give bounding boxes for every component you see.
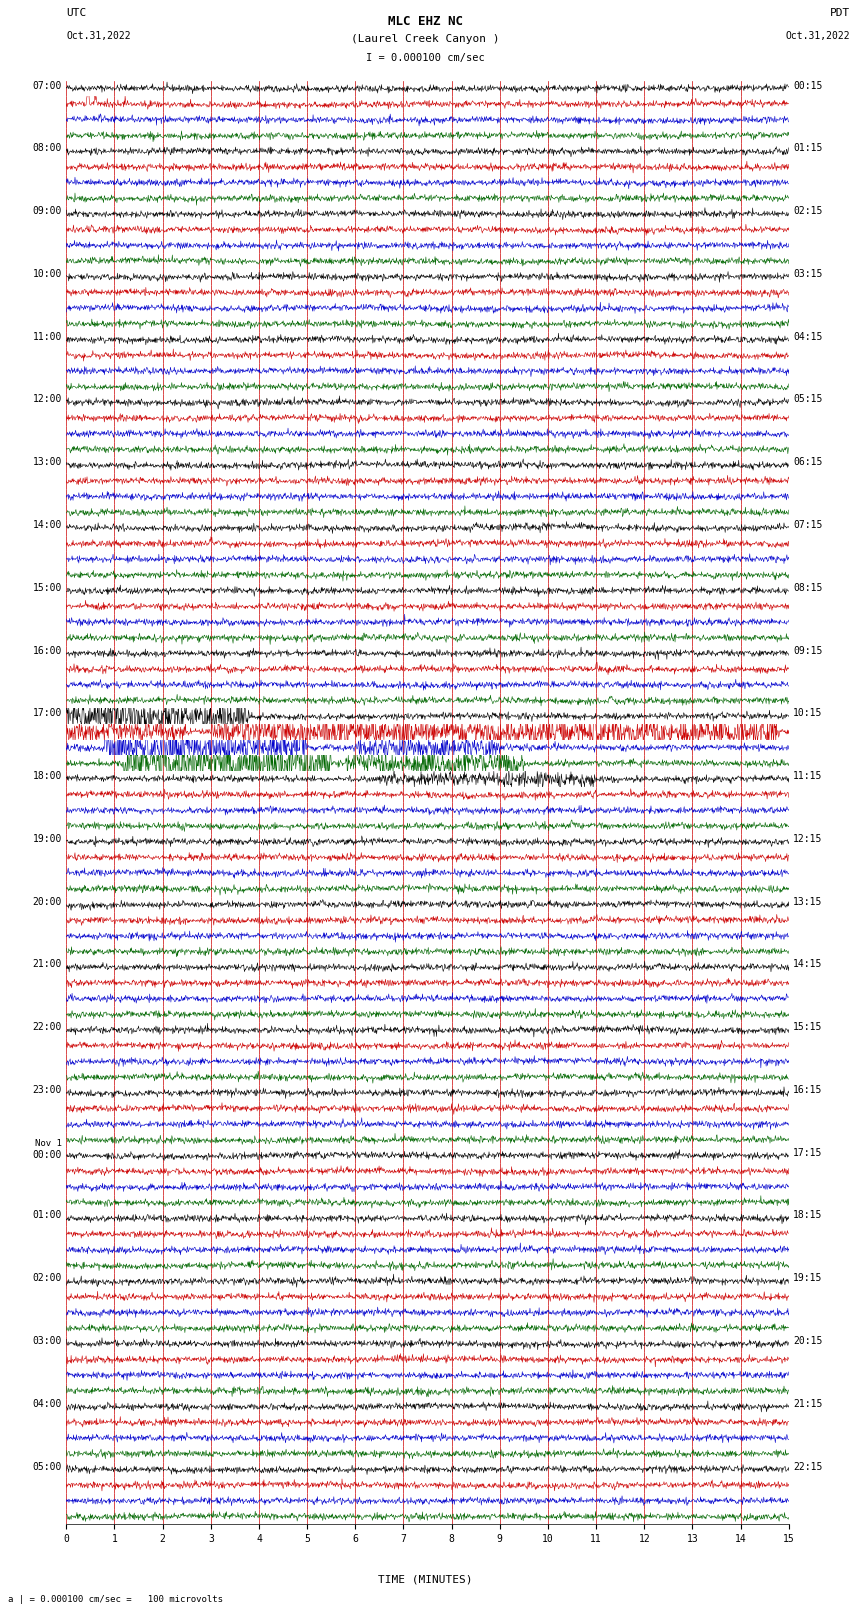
Text: 20:15: 20:15 [793,1336,823,1345]
Text: 13:00: 13:00 [32,456,62,468]
Text: 19:15: 19:15 [793,1273,823,1284]
Text: 13:15: 13:15 [793,897,823,907]
Text: 17:00: 17:00 [32,708,62,718]
Text: Oct.31,2022: Oct.31,2022 [785,31,850,40]
Text: 22:15: 22:15 [793,1461,823,1471]
Text: 04:15: 04:15 [793,332,823,342]
Text: 16:00: 16:00 [32,645,62,655]
Text: 09:00: 09:00 [32,206,62,216]
Text: 12:00: 12:00 [32,395,62,405]
Text: 03:15: 03:15 [793,269,823,279]
Text: Oct.31,2022: Oct.31,2022 [66,31,131,40]
Text: TIME (MINUTES): TIME (MINUTES) [377,1574,473,1584]
Text: 12:15: 12:15 [793,834,823,844]
Text: 11:15: 11:15 [793,771,823,781]
Text: 21:15: 21:15 [793,1398,823,1408]
Text: (Laurel Creek Canyon ): (Laurel Creek Canyon ) [351,34,499,44]
Text: 07:00: 07:00 [32,81,62,90]
Text: 22:00: 22:00 [32,1023,62,1032]
Text: 04:00: 04:00 [32,1398,62,1408]
Text: 23:00: 23:00 [32,1086,62,1095]
Text: 16:15: 16:15 [793,1086,823,1095]
Text: 14:15: 14:15 [793,960,823,969]
Text: 01:00: 01:00 [32,1210,62,1221]
Text: MLC EHZ NC: MLC EHZ NC [388,15,462,27]
Text: 15:00: 15:00 [32,582,62,594]
Text: 14:00: 14:00 [32,519,62,531]
Text: UTC: UTC [66,8,87,18]
Text: 06:15: 06:15 [793,456,823,468]
Text: I = 0.000100 cm/sec: I = 0.000100 cm/sec [366,53,484,63]
Text: 01:15: 01:15 [793,144,823,153]
Text: PDT: PDT [830,8,850,18]
Text: 08:00: 08:00 [32,144,62,153]
Text: 20:00: 20:00 [32,897,62,907]
Text: Nov 1: Nov 1 [35,1139,62,1148]
Text: 09:15: 09:15 [793,645,823,655]
Text: a | = 0.000100 cm/sec =   100 microvolts: a | = 0.000100 cm/sec = 100 microvolts [8,1595,224,1603]
Text: 10:00: 10:00 [32,269,62,279]
Text: 10:15: 10:15 [793,708,823,718]
Text: 00:00: 00:00 [32,1150,62,1160]
Text: 05:15: 05:15 [793,395,823,405]
Text: 08:15: 08:15 [793,582,823,594]
Text: 11:00: 11:00 [32,332,62,342]
Text: 02:00: 02:00 [32,1273,62,1284]
Text: 07:15: 07:15 [793,519,823,531]
Text: 03:00: 03:00 [32,1336,62,1345]
Text: 21:00: 21:00 [32,960,62,969]
Text: 17:15: 17:15 [793,1148,823,1158]
Text: 18:15: 18:15 [793,1210,823,1221]
Text: 05:00: 05:00 [32,1461,62,1471]
Text: 15:15: 15:15 [793,1023,823,1032]
Text: 00:15: 00:15 [793,81,823,90]
Text: 18:00: 18:00 [32,771,62,781]
Text: 02:15: 02:15 [793,206,823,216]
Text: 19:00: 19:00 [32,834,62,844]
